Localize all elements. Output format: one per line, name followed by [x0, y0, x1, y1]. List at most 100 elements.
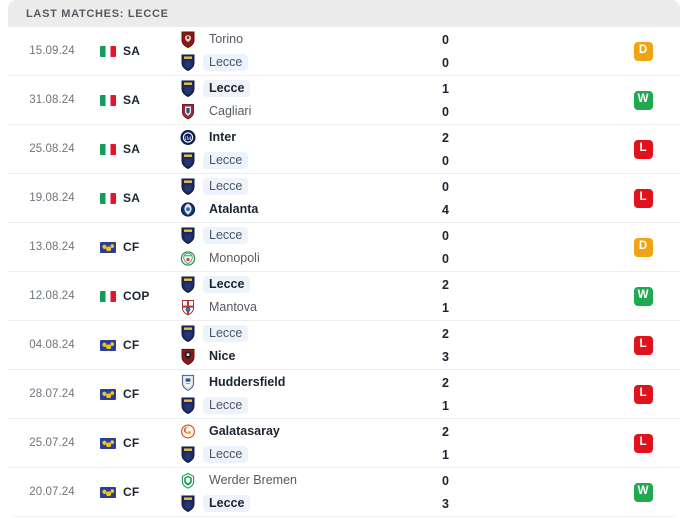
teams-cell: Huddersfield Lecce — [174, 374, 386, 414]
galatasaray-crest-icon — [180, 423, 196, 440]
competition-cell: COP — [96, 289, 174, 303]
competition-cell: CF — [96, 338, 174, 352]
teams-cell: Lecce Monopoli — [174, 227, 386, 267]
team-name-home: Huddersfield — [209, 375, 286, 389]
svg-text:IM: IM — [185, 136, 192, 142]
world-flag-icon — [100, 241, 116, 253]
competition-cell: CF — [96, 436, 174, 450]
werder-bremen-crest-icon — [180, 472, 196, 489]
score-home: 0 — [442, 179, 449, 194]
team-home: Huddersfield — [180, 374, 386, 391]
match-date: 25.08.24 — [29, 143, 75, 155]
score-away: 0 — [442, 251, 449, 266]
italy-flag-icon — [100, 45, 116, 57]
atalanta-crest-icon — [180, 201, 196, 218]
table-row[interactable]: 25.08.24 SA IM Inter Lecce 2 0 L — [8, 125, 680, 174]
match-date: 20.07.24 — [29, 486, 75, 498]
teams-cell: Lecce Mantova — [174, 276, 386, 316]
italy-flag-icon — [100, 143, 116, 155]
world-flag-icon — [100, 486, 116, 498]
team-name-away: Nice — [209, 349, 236, 363]
table-row[interactable]: 31.08.24 SA Lecce Cagliari 1 0 W — [8, 76, 680, 125]
lecce-crest-icon — [180, 227, 196, 244]
table-row[interactable]: 19.08.24 SA Lecce Atalanta 0 4 L — [8, 174, 680, 223]
status-badge: W — [633, 286, 653, 306]
match-date: 12.08.24 — [29, 290, 75, 302]
match-date: 04.08.24 — [29, 339, 75, 351]
page-title: LAST MATCHES: LECCE — [26, 7, 169, 20]
status-badge: D — [633, 41, 653, 61]
match-date: 19.08.24 — [29, 192, 75, 204]
team-name-away: Lecce — [203, 446, 249, 463]
team-name-away: Mantova — [209, 300, 257, 314]
table-row[interactable]: 13.08.24 CF Lecce Monopoli 0 0 D — [8, 223, 680, 272]
competition-code: CF — [123, 485, 140, 499]
score-away: 0 — [442, 153, 449, 168]
team-away: Monopoli — [180, 250, 386, 267]
competition-code: SA — [123, 142, 141, 156]
team-name-home: Galatasaray — [209, 424, 280, 438]
italy-flag-icon — [100, 192, 116, 204]
team-home: Lecce — [180, 325, 386, 342]
score-away: 3 — [442, 349, 449, 364]
table-row[interactable]: 04.08.24 CF Lecce Nice 2 3 L — [8, 321, 680, 370]
world-flag-icon — [100, 437, 116, 449]
competition-code: CF — [123, 387, 140, 401]
team-home: Torino — [180, 31, 386, 48]
team-away: Lecce — [180, 495, 386, 512]
inter-crest-icon: IM — [180, 129, 196, 146]
italy-flag-icon — [100, 290, 116, 302]
match-date: 31.08.24 — [29, 94, 75, 106]
table-row[interactable]: 15.09.24 SA Torino Lecce 0 0 D — [8, 27, 680, 76]
match-date: 25.07.24 — [29, 437, 75, 449]
nice-crest-icon — [180, 348, 196, 365]
score-home: 2 — [442, 326, 449, 341]
competition-cell: CF — [96, 387, 174, 401]
team-name-home: Lecce — [203, 276, 251, 293]
status-badge: D — [633, 237, 653, 257]
score-home: 0 — [442, 228, 449, 243]
competition-cell: CF — [96, 485, 174, 499]
competition-code: CF — [123, 338, 140, 352]
result-cell: L — [606, 384, 680, 404]
status-badge: L — [633, 188, 653, 208]
score-away: 0 — [442, 104, 449, 119]
score-away: 0 — [442, 55, 449, 70]
table-row[interactable]: 20.07.24 CF Werder Bremen Lecce 0 3 W — [8, 468, 680, 517]
table-row[interactable]: 25.07.24 CF Galatasaray Lecce 2 1 L — [8, 419, 680, 468]
team-name-home: Lecce — [203, 178, 249, 195]
huddersfield-crest-icon — [180, 374, 196, 391]
score-home: 0 — [442, 32, 449, 47]
team-home: IM Inter — [180, 129, 386, 146]
teams-cell: Torino Lecce — [174, 31, 386, 71]
team-name-away: Lecce — [203, 397, 249, 414]
lecce-crest-icon — [180, 54, 196, 71]
competition-code: CF — [123, 436, 140, 450]
score-home: 2 — [442, 130, 449, 145]
team-home: Galatasaray — [180, 423, 386, 440]
status-badge: L — [633, 335, 653, 355]
lecce-crest-icon — [180, 446, 196, 463]
status-badge: L — [633, 139, 653, 159]
table-row[interactable]: 28.07.24 CF Huddersfield Lecce 2 1 L — [8, 370, 680, 419]
result-cell: L — [606, 188, 680, 208]
team-home: Lecce — [180, 227, 386, 244]
competition-cell: CF — [96, 240, 174, 254]
team-away: Nice — [180, 348, 386, 365]
score-home: 2 — [442, 375, 449, 390]
score-home: 1 — [442, 81, 449, 96]
competition-code: COP — [123, 289, 150, 303]
team-name-away: Atalanta — [209, 202, 259, 216]
teams-cell: Lecce Atalanta — [174, 178, 386, 218]
matches-list: 15.09.24 SA Torino Lecce 0 0 D 31.08.24 SA Lecce C… — [8, 27, 680, 517]
lecce-crest-icon — [180, 152, 196, 169]
team-home: Werder Bremen — [180, 472, 386, 489]
table-row[interactable]: 12.08.24 COP Lecce Mantova 2 1 W — [8, 272, 680, 321]
